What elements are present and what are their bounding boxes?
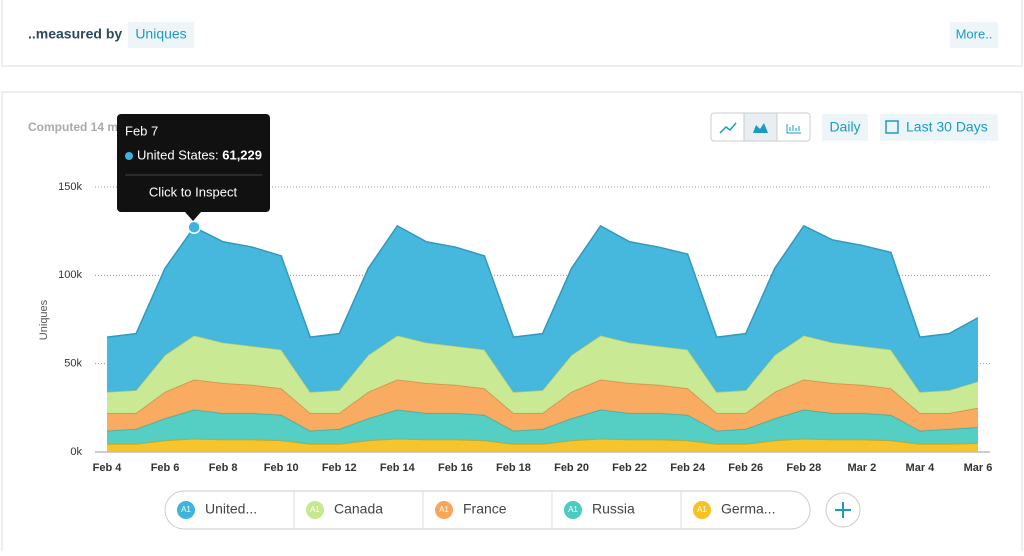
area-icon[interactable]: [753, 123, 768, 133]
legend-swatch: [693, 501, 711, 519]
y-tick-label: 150k: [58, 181, 82, 193]
tooltip-pointer: [185, 212, 201, 221]
legend-swatch: [306, 501, 324, 519]
y-tick-label: 0k: [70, 446, 82, 458]
tooltip-swatch: [125, 152, 133, 160]
legend-badge: A1: [439, 505, 449, 514]
computed: Computed 14 m: [28, 120, 118, 134]
interval-chip[interactable]: [822, 114, 868, 141]
tooltip-series: United States:: [137, 147, 219, 162]
area: [107, 335, 978, 414]
legend-badge: A1: [568, 505, 578, 514]
legend: [164, 490, 811, 530]
hover-point: [187, 220, 201, 234]
x-tick-label: Feb 14: [380, 462, 416, 474]
legend-badge: A1: [697, 505, 707, 514]
area: [107, 225, 978, 392]
x-tick-label: Feb 12: [322, 462, 357, 474]
plot: 0k 50k 100k 150k Feb 4 Feb 6 Feb 8 Feb 10 Feb 12…: [58, 181, 992, 474]
legend-items: A1 United... A1 Canada A1 France A1 Russia A1 Ger…: [177, 491, 775, 529]
plus-icon[interactable]: [835, 502, 851, 518]
x-tick-label: Feb 6: [151, 462, 180, 474]
interval[interactable]: Daily: [829, 119, 860, 135]
legend-swatch: [435, 501, 453, 519]
line-icon[interactable]: [719, 122, 737, 134]
range-chip[interactable]: [880, 114, 998, 141]
calendar-icon[interactable]: [885, 120, 899, 134]
legend-swatch: [564, 501, 582, 519]
legend-label[interactable]: France: [463, 501, 507, 517]
legend-badge: A1: [181, 505, 191, 514]
tooltip-value: 61,229: [222, 147, 262, 162]
x-tick-label: Feb 24: [670, 462, 706, 474]
x-tick-label: Feb 10: [264, 462, 299, 474]
more-chip[interactable]: [950, 22, 998, 48]
x-tick-label: Feb 20: [554, 462, 589, 474]
area: [107, 379, 978, 431]
range[interactable]: Last 30 Days: [906, 119, 988, 135]
x-tick-label: Feb 22: [612, 462, 647, 474]
tooltip: Feb 7 United States: 61,229 Click to Ins…: [117, 114, 270, 221]
x-tick-label: Feb 16: [438, 462, 473, 474]
metric-chip[interactable]: [128, 22, 194, 48]
area-edge: [106, 224, 979, 338]
metric[interactable]: Uniques: [135, 26, 186, 42]
legend-label[interactable]: Russia: [592, 501, 635, 517]
x-tick-label: Mar 2: [847, 462, 876, 474]
legend-label[interactable]: Canada: [334, 501, 383, 517]
area: [107, 409, 978, 445]
legend-badge: A1: [310, 505, 320, 514]
x-tick-label: Feb 4: [93, 462, 123, 474]
x-tick-label: Feb 8: [209, 462, 238, 474]
area: [107, 438, 978, 452]
legend-swatch: [177, 501, 195, 519]
x-tick-label: Mar 4: [906, 462, 936, 474]
y-tick-label: 100k: [58, 269, 82, 281]
area-button[interactable]: [743, 112, 778, 142]
x-tick-label: Feb 26: [728, 462, 763, 474]
x-tick-label: Feb 28: [786, 462, 821, 474]
legend-label[interactable]: United...: [205, 501, 257, 517]
y-tick-label: 50k: [64, 358, 82, 370]
tooltip-box: [117, 114, 270, 212]
more[interactable]: More..: [956, 26, 993, 41]
x-tick-label: Mar 6: [964, 462, 993, 474]
tooltip-action[interactable]: Click to Inspect: [149, 184, 238, 199]
y-axis-label: Uniques: [38, 299, 50, 340]
x-tick-label: Feb 18: [496, 462, 531, 474]
legend-label[interactable]: Germa...: [721, 501, 775, 517]
measured-label: ..measured by: [28, 26, 122, 42]
bar-icon[interactable]: [786, 124, 801, 134]
tooltip-date: Feb 7: [125, 123, 158, 138]
